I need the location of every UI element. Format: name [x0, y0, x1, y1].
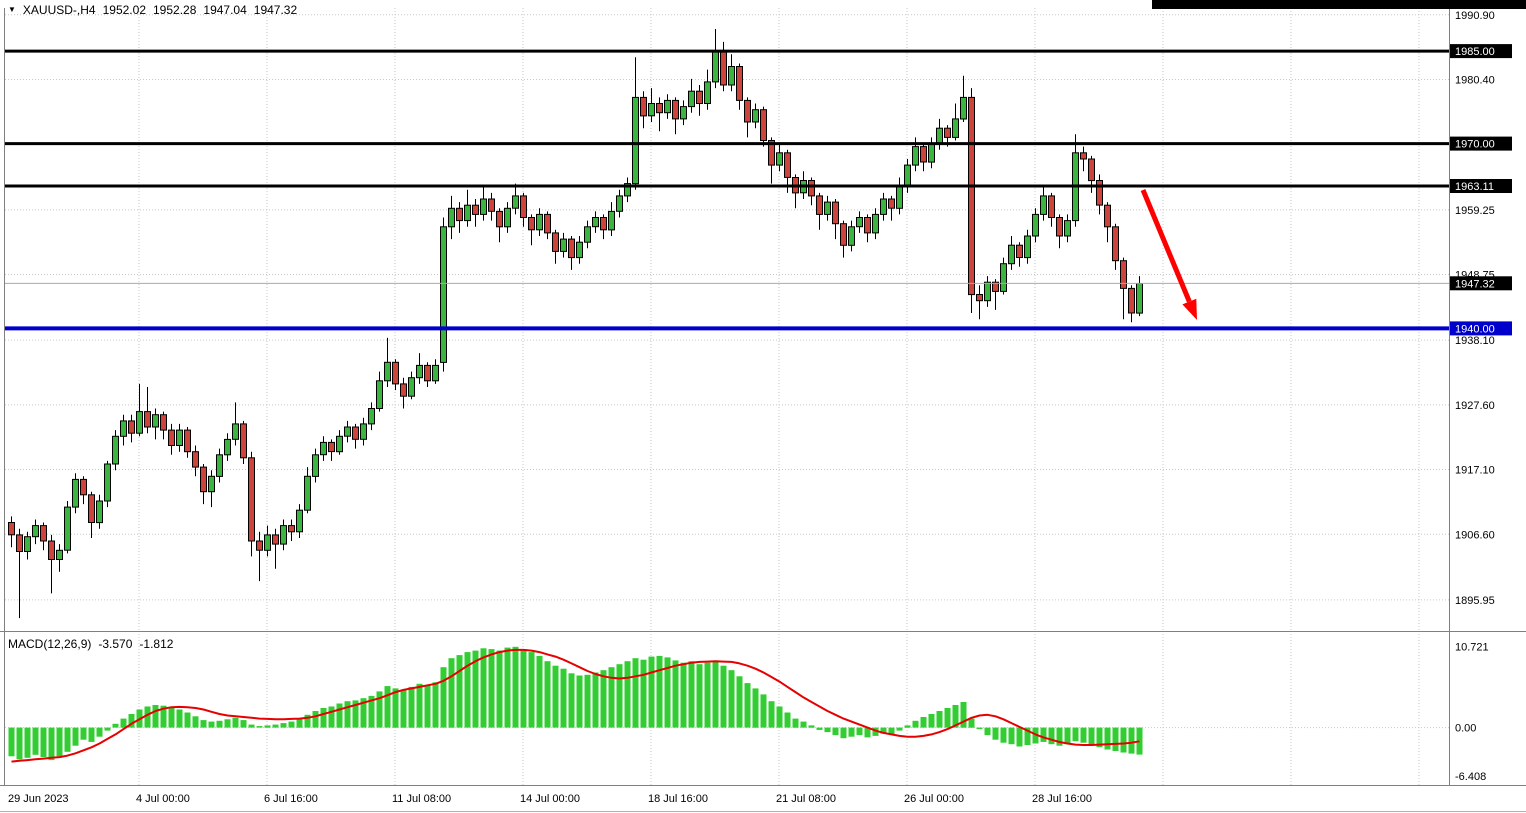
macd-signal-line	[11, 648, 1140, 763]
ohlc-high-value: 1952.28	[153, 3, 197, 17]
svg-text:14 Jul 00:00: 14 Jul 00:00	[520, 793, 580, 805]
svg-text:1940.00: 1940.00	[1455, 323, 1495, 335]
time-axis[interactable]: 29 Jun 2023 4 Jul 00:00 6 Jul 16:00 11 Jul …	[8, 793, 1092, 805]
svg-text:6 Jul 16:00: 6 Jul 16:00	[264, 793, 318, 805]
macd-signal-value: -1.812	[139, 637, 174, 651]
svg-text:28 Jul 16:00: 28 Jul 16:00	[1032, 793, 1092, 805]
macd-indicator-label: MACD(12,26,9) -3.570 -1.812	[8, 637, 173, 651]
svg-text:1947.32: 1947.32	[1455, 278, 1495, 290]
ohlc-open-value: 1952.02	[102, 3, 146, 17]
svg-text:29 Jun 2023: 29 Jun 2023	[8, 793, 69, 805]
svg-text:1938.10: 1938.10	[1455, 335, 1495, 347]
macd-histogram	[8, 646, 1143, 761]
trend-arrow-annotation[interactable]	[1140, 189, 1197, 320]
svg-text:1980.40: 1980.40	[1455, 75, 1495, 87]
svg-text:1895.95: 1895.95	[1455, 595, 1495, 607]
svg-text:1906.60: 1906.60	[1455, 529, 1495, 541]
symbol-timeframe-label: XAUUSD-,H4	[22, 3, 96, 17]
svg-text:1985.00: 1985.00	[1455, 46, 1495, 58]
ohlc-header: ▼ XAUUSD-,H4 1952.02 1952.28 1947.04 194…	[8, 3, 297, 17]
svg-text:1959.25: 1959.25	[1455, 205, 1495, 217]
window-top-strip	[1152, 0, 1526, 9]
macd-axis[interactable]: 10.721 0.00 -6.408	[1455, 642, 1489, 783]
ohlc-close-value: 1947.32	[253, 3, 298, 17]
dropdown-arrow-icon[interactable]: ▼	[8, 5, 16, 14]
svg-text:1990.90: 1990.90	[1455, 10, 1495, 22]
svg-text:10.721: 10.721	[1455, 642, 1489, 654]
svg-text:21 Jul 08:00: 21 Jul 08:00	[776, 793, 836, 805]
svg-text:18 Jul 16:00: 18 Jul 16:00	[648, 793, 708, 805]
svg-text:1970.00: 1970.00	[1455, 139, 1495, 151]
svg-text:-6.408: -6.408	[1455, 771, 1486, 783]
ohlc-low-value: 1947.04	[203, 3, 247, 17]
pane-borders	[0, 8, 1526, 812]
grid-layer	[5, 8, 1449, 785]
svg-text:1927.60: 1927.60	[1455, 400, 1495, 412]
svg-text:1963.11: 1963.11	[1455, 181, 1494, 193]
macd-indicator-name: MACD(12,26,9)	[8, 637, 92, 651]
candles-layer	[8, 29, 1143, 619]
svg-text:1917.10: 1917.10	[1455, 465, 1495, 477]
svg-text:4 Jul 00:00: 4 Jul 00:00	[136, 793, 190, 805]
svg-text:0.00: 0.00	[1455, 723, 1476, 735]
macd-main-value: -3.570	[98, 637, 133, 651]
svg-text:26 Jul 00:00: 26 Jul 00:00	[904, 793, 964, 805]
price-axis[interactable]: 1990.901980.401969.901959.251948.751938.…	[1450, 10, 1512, 607]
svg-text:11 Jul 08:00: 11 Jul 08:00	[392, 793, 451, 805]
